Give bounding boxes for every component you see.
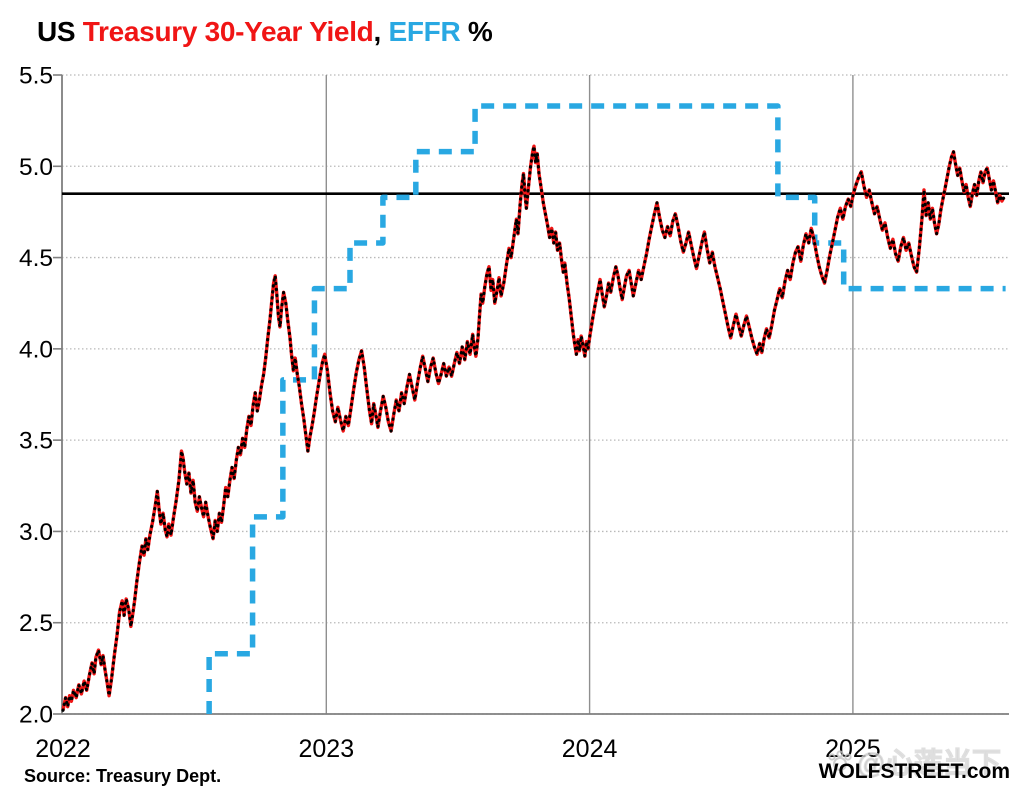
y-tick-label: 3.5 [19, 428, 53, 455]
treasury-yield-markers [61, 144, 1006, 712]
y-tick-label: 5.5 [19, 63, 53, 90]
x-tick-label: 2022 [35, 735, 91, 763]
brand-label: WOLFSTREET.com [818, 760, 1010, 783]
chart-title-part-4: % [460, 16, 493, 47]
y-tick-label: 4.0 [19, 336, 53, 363]
chart-title-part-1: Treasury 30-Year Yield [82, 16, 374, 47]
effr-step-line [206, 103, 1006, 714]
chart-title-part-0: US [37, 16, 83, 47]
source-note: Source: Treasury Dept. [24, 766, 222, 786]
x-tick-label: 2024 [562, 735, 618, 763]
y-tick-label: 3.0 [19, 519, 53, 546]
y-tick-label: 2.5 [19, 610, 53, 637]
x-tick-label: 2023 [298, 735, 354, 763]
treasury-yield-line [61, 144, 1006, 711]
chart-title: US Treasury 30-Year Yield, EFFR % [37, 16, 493, 48]
watermark-paw-icon [828, 750, 852, 771]
y-tick-label: 2.0 [19, 702, 53, 729]
watermark: @心莲当下 [827, 740, 1002, 782]
watermark-text: @心莲当下 [856, 748, 1001, 781]
chart-title-part-3: EFFR [388, 16, 461, 47]
y-tick-label: 5.0 [19, 154, 53, 181]
y-tick-label: 4.5 [19, 245, 53, 272]
chart-title-part-2: , [373, 16, 389, 47]
